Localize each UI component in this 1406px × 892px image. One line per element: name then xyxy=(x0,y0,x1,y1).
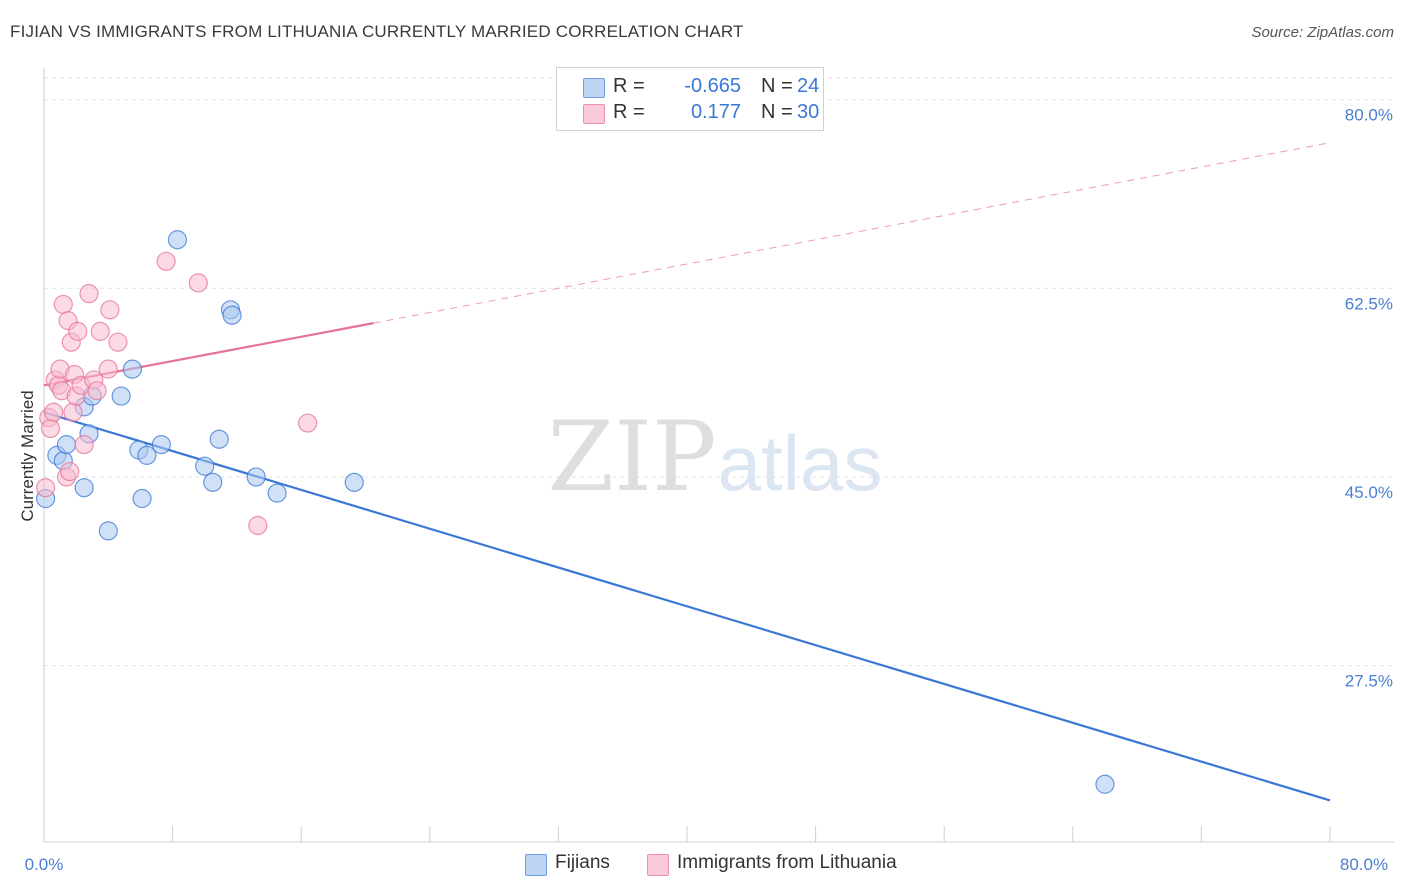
point-fijians xyxy=(151,435,171,455)
watermark-zip: ZIP xyxy=(547,401,716,513)
point-fijians xyxy=(98,521,118,541)
point-fijians xyxy=(267,483,287,503)
point-fijians xyxy=(167,230,188,250)
point-lithuania xyxy=(36,478,56,498)
series-label-fijians: Fijians xyxy=(555,852,610,873)
point-fijians xyxy=(209,429,229,449)
y-tick-label: 62.5% xyxy=(1345,294,1393,313)
point-lithuania xyxy=(90,321,110,341)
x-tick-labels: 0.0% 80.0% xyxy=(25,855,1388,874)
legend-r-label: R = xyxy=(613,101,645,123)
point-lithuania xyxy=(87,381,107,401)
point-fijians xyxy=(195,456,215,476)
point-lithuania xyxy=(248,515,268,536)
y-tick-labels: 80.0% 62.5% 45.0% 27.5% xyxy=(1345,106,1393,691)
point-lithuania xyxy=(156,251,176,271)
point-fijians xyxy=(111,386,131,406)
data-points xyxy=(36,230,1115,794)
point-lithuania xyxy=(68,321,88,341)
legend-r-label: R = xyxy=(613,75,645,97)
legend-swatch-lithuania xyxy=(583,104,605,124)
point-lithuania xyxy=(44,402,64,422)
point-fijians xyxy=(74,478,94,498)
point-fijians xyxy=(56,435,77,455)
point-lithuania xyxy=(298,413,318,433)
chart-title: FIJIAN VS IMMIGRANTS FROM LITHUANIA CURR… xyxy=(10,22,744,41)
series-label-lithuania: Immigrants from Lithuania xyxy=(677,852,897,873)
watermark-atlas: atlas xyxy=(718,419,883,507)
legend-r-value-lithuania: 0.177 xyxy=(690,101,741,123)
point-fijians xyxy=(1095,774,1115,794)
trend-line-dashed-1 xyxy=(373,142,1331,324)
point-fijians xyxy=(222,305,242,325)
point-lithuania xyxy=(60,461,80,482)
y-tick-label: 45.0% xyxy=(1345,483,1393,502)
point-lithuania xyxy=(188,273,208,293)
legend-n-value-lithuania: 30 xyxy=(797,101,820,123)
point-fijians xyxy=(203,472,223,492)
legend-n-label: N = xyxy=(761,75,793,97)
series-swatch-fijians xyxy=(525,854,547,876)
axes xyxy=(43,68,1394,843)
source-label: Source: ZipAtlas.com xyxy=(1251,24,1394,41)
y-tick-label: 27.5% xyxy=(1345,672,1393,691)
x-tick-label-max: 80.0% xyxy=(1340,855,1388,874)
x-tick-label-min: 0.0% xyxy=(25,855,64,874)
series-legend: Fijians Immigrants from Lithuania xyxy=(0,852,1406,878)
point-lithuania xyxy=(40,418,61,439)
y-axis-label: Currently Married xyxy=(18,390,37,521)
point-fijians xyxy=(344,472,364,492)
correlation-legend: R = -0.665 N = 24 R = 0.177 N = 30 xyxy=(556,67,824,131)
point-fijians xyxy=(132,488,152,509)
point-lithuania xyxy=(79,284,99,304)
point-lithuania xyxy=(108,332,128,352)
legend-swatch-fijians xyxy=(583,78,605,98)
point-lithuania xyxy=(74,435,94,455)
point-lithuania xyxy=(98,359,118,379)
point-fijians xyxy=(246,467,266,487)
legend-n-value-fijians: 24 xyxy=(797,75,820,97)
watermark: ZIP atlas xyxy=(547,401,882,513)
point-fijians xyxy=(122,359,143,379)
series-swatch-lithuania xyxy=(647,854,669,876)
y-tick-label: 80.0% xyxy=(1345,106,1393,125)
point-lithuania xyxy=(100,300,120,320)
point-lithuania xyxy=(53,294,73,315)
point-fijians xyxy=(137,445,157,465)
legend-r-value-fijians: -0.665 xyxy=(684,75,741,97)
legend-n-label: N = xyxy=(761,101,793,123)
point-lithuania xyxy=(63,402,83,422)
gridlines xyxy=(44,77,1394,667)
